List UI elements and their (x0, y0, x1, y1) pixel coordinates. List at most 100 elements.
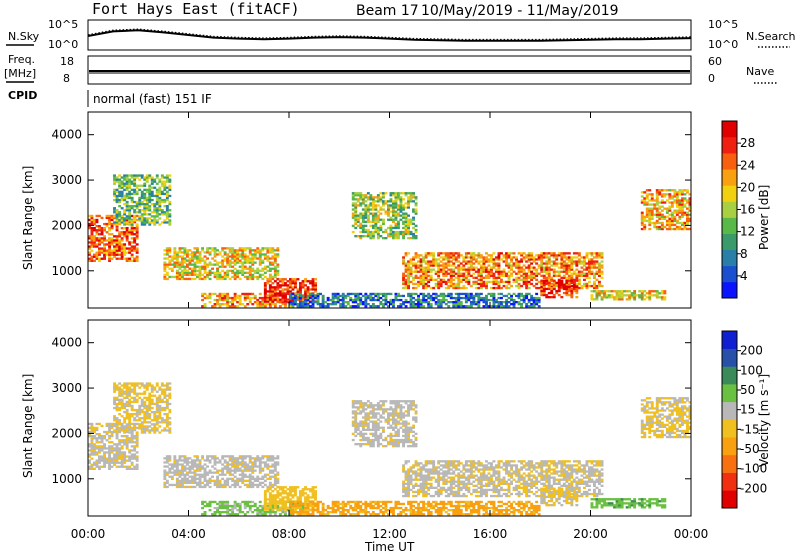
power-cell (522, 296, 526, 300)
velocity-cell (223, 479, 227, 482)
power-cell (163, 269, 167, 272)
velocity-cell (201, 513, 204, 516)
power-cell (351, 194, 355, 197)
power-cell (160, 221, 164, 224)
power-cell (625, 298, 629, 301)
power-cell (193, 253, 197, 256)
power-cell (474, 292, 478, 296)
power-cell (535, 270, 539, 273)
velocity-cell (155, 390, 159, 393)
power-cell (535, 282, 539, 286)
power-cell (469, 294, 473, 298)
power-cell (198, 251, 202, 254)
velocity-cell (110, 426, 114, 430)
power-cell (419, 274, 423, 277)
power-cell (95, 255, 99, 258)
power-cell (665, 227, 669, 231)
power-cell (213, 263, 217, 266)
velocity-cell (145, 429, 149, 432)
velocity-cell (238, 479, 242, 482)
velocity-cell (238, 509, 242, 512)
power-cell (369, 196, 373, 199)
power-cell (663, 207, 667, 210)
power-cell (110, 233, 114, 236)
power-cell (326, 298, 330, 302)
power-cell (130, 229, 134, 232)
power-cell (133, 259, 137, 262)
power-cell (120, 249, 124, 252)
power-cell (442, 274, 446, 277)
power-cell (133, 237, 137, 240)
velocity-cell (155, 427, 159, 430)
power-cell (113, 194, 116, 198)
power-cell (387, 212, 390, 215)
power-cell (243, 275, 247, 279)
power-cell (226, 298, 230, 302)
power-cell (221, 263, 225, 266)
velocity-cell (188, 479, 192, 482)
power-cell (376, 296, 380, 300)
power-cell (359, 214, 363, 217)
power-cell (359, 237, 363, 240)
velocity-cell (173, 473, 177, 476)
power-cell (371, 204, 375, 207)
velocity-cell (206, 479, 209, 482)
velocity-cell (128, 402, 132, 406)
power-cell (271, 277, 275, 281)
power-cell (397, 192, 400, 195)
velocity-cell (98, 459, 101, 462)
power-cell (251, 292, 255, 296)
power-cell (304, 298, 307, 302)
power-cell (130, 176, 134, 179)
power-cell (552, 287, 556, 291)
power-cell (577, 280, 581, 284)
power-cell (575, 282, 579, 286)
power-cell (678, 209, 682, 212)
power-cell (479, 260, 483, 263)
power-cell (469, 296, 473, 300)
power-cell (600, 270, 604, 273)
velocity-cell (213, 506, 217, 510)
velocity-cell (246, 483, 250, 487)
power-cell (191, 255, 194, 258)
power-cell (268, 290, 272, 293)
power-cell (532, 301, 536, 304)
power-cell (301, 298, 305, 302)
power-cell (201, 305, 204, 308)
power-cell (223, 271, 227, 274)
power-cell (133, 182, 137, 185)
power-cell (492, 274, 496, 277)
power-cell (115, 190, 119, 193)
power-cell (135, 225, 139, 228)
power-cell (409, 258, 413, 261)
power-cell (497, 292, 501, 296)
power-cell (374, 222, 378, 225)
velocity-cell (138, 413, 142, 416)
power-cell (344, 296, 348, 300)
power-cell (404, 226, 408, 230)
velocity-cell (128, 439, 132, 442)
power-cell (404, 212, 408, 215)
power-cell (118, 186, 122, 189)
power-cell (168, 213, 172, 216)
velocity-cell (110, 424, 114, 428)
velocity-cell (241, 455, 245, 458)
power-cell (103, 249, 106, 252)
power-cell (447, 286, 451, 290)
velocity-cell (115, 408, 119, 412)
power-cell (560, 296, 564, 299)
velocity-cell (140, 408, 144, 412)
power-cell (135, 174, 139, 177)
power-cell (663, 225, 667, 229)
velocity-cell (226, 502, 230, 506)
power-cell (115, 196, 119, 200)
power-cell (361, 216, 365, 219)
power-cell (95, 220, 99, 224)
velocity-cell (168, 467, 172, 470)
power-cell (547, 278, 551, 281)
power-cell (402, 222, 405, 225)
power-cell (233, 277, 237, 281)
power-cell (419, 254, 423, 257)
velocity-cell (181, 477, 184, 480)
power-cell (110, 225, 114, 228)
